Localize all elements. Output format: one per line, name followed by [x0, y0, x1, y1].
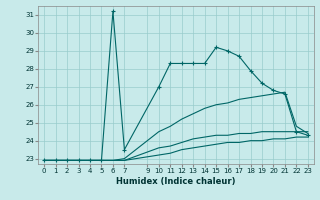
X-axis label: Humidex (Indice chaleur): Humidex (Indice chaleur) — [116, 177, 236, 186]
